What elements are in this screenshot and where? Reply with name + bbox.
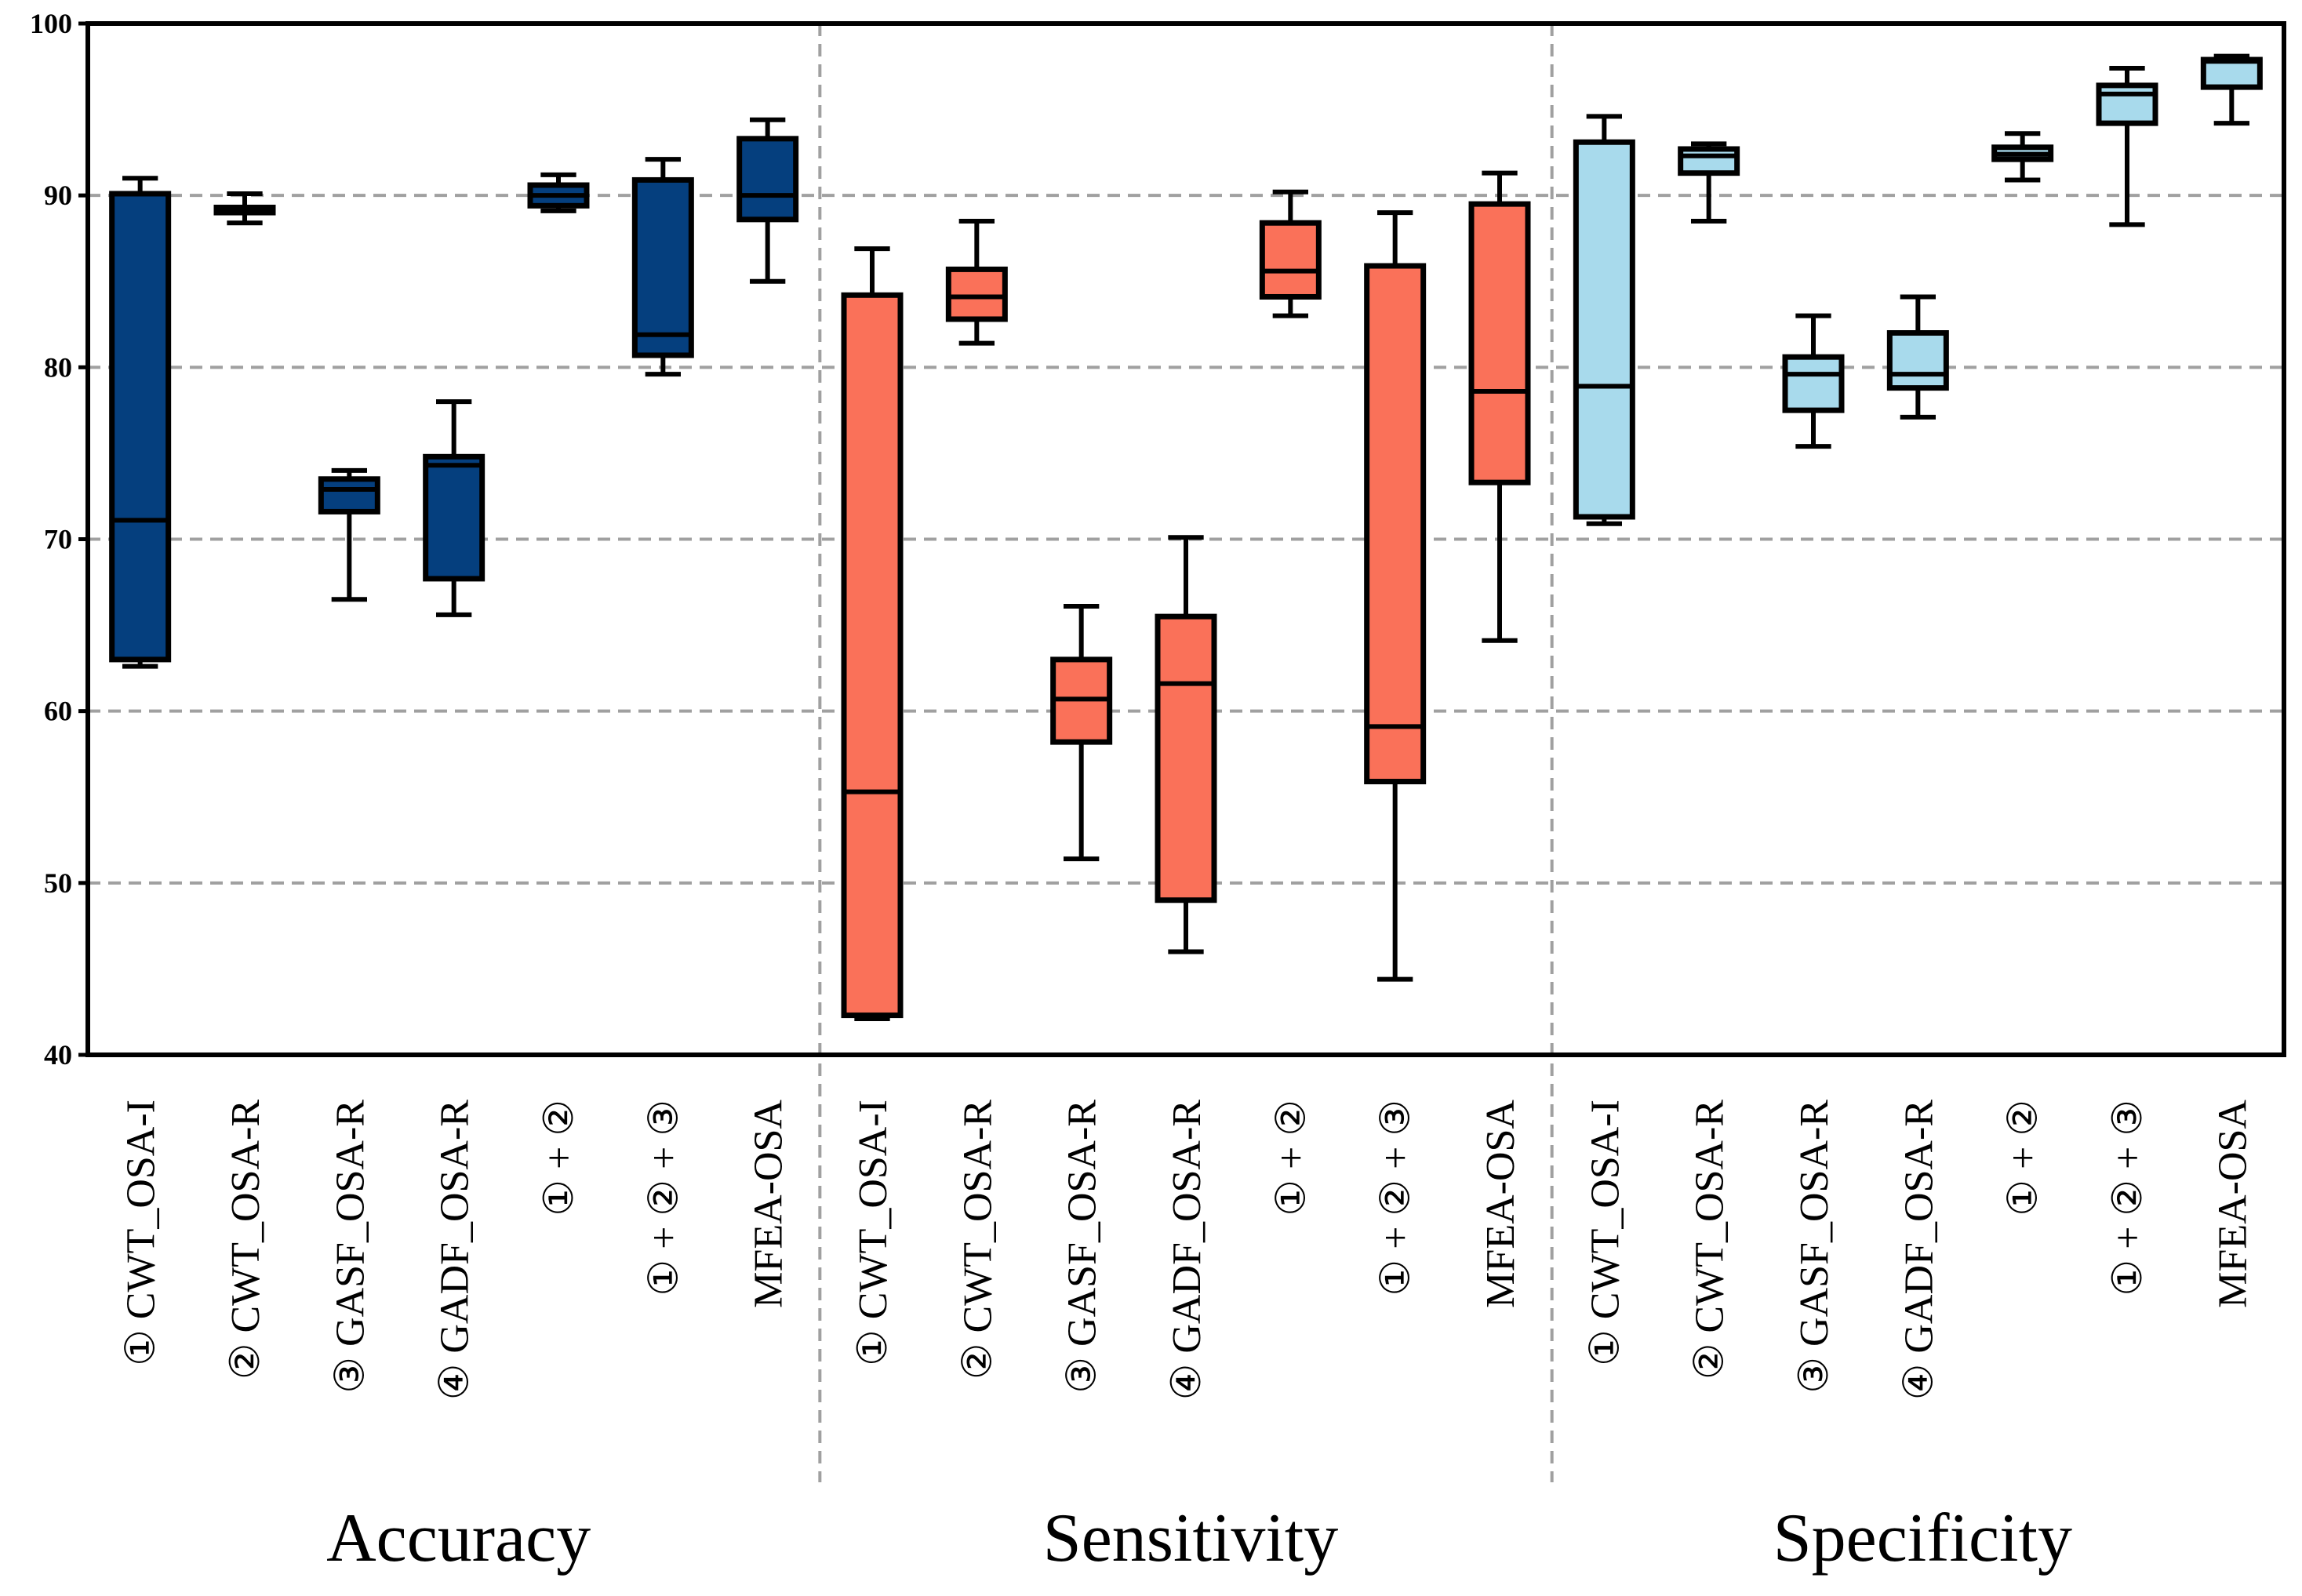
box-iqr <box>1886 330 1949 391</box>
y-tick-label-80: 80 <box>44 351 72 383</box>
box-specificity-3 <box>1782 313 1845 449</box>
category-label-accuracy-4: ④ GADF_OSA-R <box>433 1100 478 1401</box>
category-label-sensitivity-2: ② CWT_OSA-R <box>955 1100 1000 1380</box>
box-sensitivity-4 <box>1155 535 1217 954</box>
box-accuracy-4 <box>423 399 485 617</box>
box-accuracy-3 <box>318 467 380 602</box>
box-specificity-5 <box>1991 131 2054 183</box>
box-specificity-7 <box>2200 53 2263 126</box>
box-specificity-4 <box>1886 294 1949 420</box>
y-tick-label-50: 50 <box>44 867 72 899</box>
box-iqr <box>631 176 694 358</box>
box-iqr <box>1364 263 1427 785</box>
box-iqr <box>1468 201 1531 485</box>
box-iqr <box>2096 82 2158 126</box>
box-sensitivity-2 <box>945 219 1008 346</box>
x-category-labels: ① CWT_OSA-I ② CWT_OSA-R ③ GASF_OSA-R ④ GADF… <box>119 1100 2256 1401</box>
box-sensitivity-6 <box>1364 210 1427 982</box>
category-label-accuracy-3: ③ GASF_OSA-R <box>328 1100 373 1394</box>
group-separators <box>818 24 1554 1482</box>
category-label-specificity-6: ① + ② + ③ <box>2106 1100 2151 1296</box>
box-sensitivity-7 <box>1468 170 1531 643</box>
category-label-accuracy-2: ② CWT_OSA-R <box>224 1100 268 1380</box>
box-iqr <box>1259 220 1322 300</box>
box-iqr <box>318 476 380 514</box>
box-accuracy-1 <box>109 176 172 669</box>
y-tick-label-40: 40 <box>44 1039 72 1071</box>
box-iqr <box>1155 613 1217 903</box>
box-sensitivity-3 <box>1050 603 1113 862</box>
box-iqr <box>2200 56 2263 90</box>
category-label-specificity-7: MFEA-OSA <box>2210 1100 2255 1308</box>
group-labels: Accuracy Sensitivity Specificity <box>326 1500 2072 1576</box>
category-label-sensitivity-3: ③ GASF_OSA-R <box>1060 1100 1105 1394</box>
box-accuracy-5 <box>527 172 590 213</box>
box-accuracy-6 <box>631 157 694 377</box>
y-tick-label-60: 60 <box>44 696 72 727</box>
box-iqr <box>1782 354 1845 413</box>
box-iqr <box>841 292 904 1019</box>
box-iqr <box>945 266 1008 322</box>
category-label-specificity-3: ③ GASF_OSA-R <box>1792 1100 1837 1394</box>
y-tick-label-100: 100 <box>30 8 72 39</box>
category-label-accuracy-6: ① + ② + ③ <box>642 1100 686 1296</box>
category-label-sensitivity-1: ① CWT_OSA-I <box>851 1100 896 1366</box>
box-accuracy-2 <box>213 191 276 226</box>
category-label-specificity-1: ① CWT_OSA-I <box>1583 1100 1627 1366</box>
category-label-sensitivity-5: ① + ② <box>1269 1100 1314 1216</box>
y-tick-label-70: 70 <box>44 524 72 555</box>
category-label-specificity-4: ④ GADF_OSA-R <box>1897 1100 1941 1401</box>
box-iqr <box>1678 146 1740 176</box>
box-sensitivity-1 <box>841 246 904 1021</box>
box-accuracy-7 <box>736 117 799 284</box>
y-axis: 40 50 60 70 80 90 100 <box>30 8 88 1071</box>
category-label-sensitivity-4: ④ GADF_OSA-R <box>1165 1100 1209 1401</box>
category-label-specificity-5: ① + ② <box>2002 1100 2046 1216</box>
box-sensitivity-5 <box>1259 189 1322 318</box>
box-specificity-6 <box>2096 65 2158 227</box>
box-specificity-2 <box>1678 141 1740 224</box>
group-label-specificity: Specificity <box>1773 1500 2072 1576</box>
category-label-specificity-2: ② CWT_OSA-R <box>1688 1100 1733 1380</box>
box-specificity-1 <box>1573 114 1635 526</box>
y-tick-label-90: 90 <box>44 180 72 211</box>
box-iqr <box>109 191 172 663</box>
group-label-accuracy: Accuracy <box>326 1500 591 1576</box>
category-label-sensitivity-7: MFEA-OSA <box>1478 1100 1523 1308</box>
boxes-layer <box>109 53 2263 1021</box>
category-label-accuracy-5: ① + ② <box>537 1100 582 1216</box>
group-label-sensitivity: Sensitivity <box>1043 1500 1339 1576</box>
category-label-accuracy-1: ① CWT_OSA-I <box>119 1100 164 1366</box>
category-label-accuracy-7: MFEA-OSA <box>747 1100 791 1308</box>
box-iqr <box>736 136 799 223</box>
box-iqr <box>1573 139 1635 520</box>
category-label-sensitivity-6: ① + ② + ③ <box>1374 1100 1419 1296</box>
box-iqr <box>423 453 485 582</box>
